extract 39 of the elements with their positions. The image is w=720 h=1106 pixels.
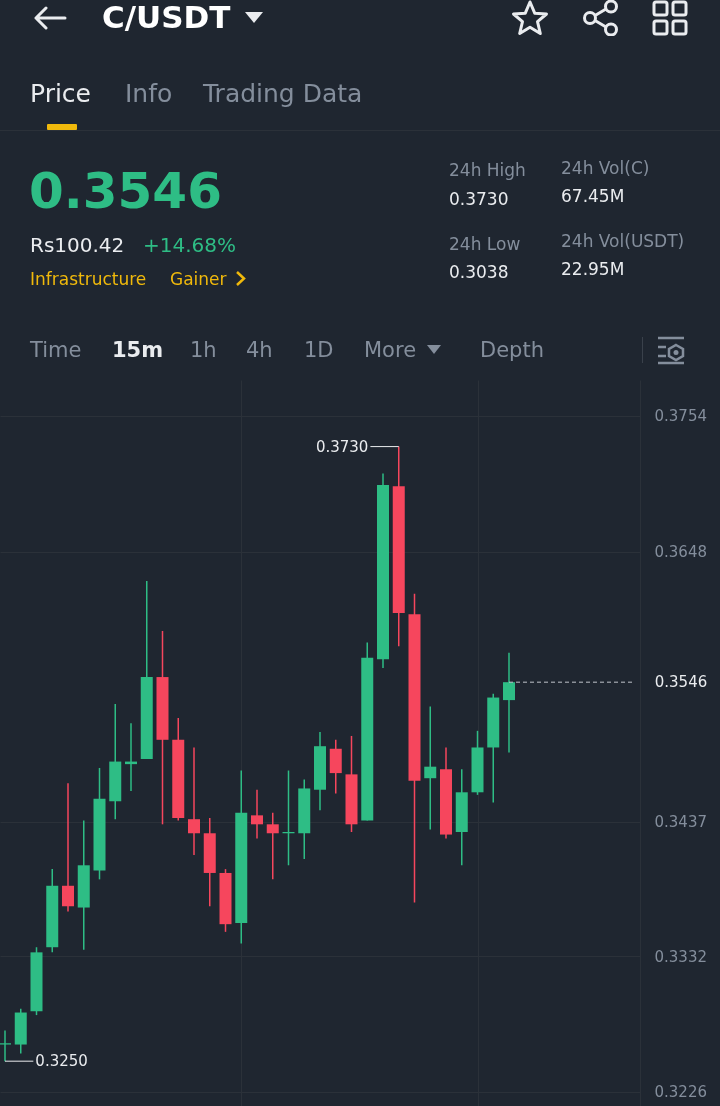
text: Info: [125, 78, 173, 108]
candlestick: [188, 746, 200, 856]
candlestick: [424, 705, 437, 831]
text: 22.95M: [561, 258, 625, 279]
annotation: 0.3250: [35, 1052, 88, 1071]
text: Time: [30, 337, 82, 362]
text: Depth: [480, 337, 544, 362]
text: 0.3730: [449, 188, 509, 209]
chart-title: C/USDT: [102, 0, 231, 35]
ref-line-label: 0.3546: [654, 673, 708, 692]
text: 67.45M: [561, 185, 625, 206]
text: 0.3546: [29, 162, 222, 220]
text: 1h: [190, 337, 217, 362]
text: 24h Low: [449, 233, 521, 254]
y-tick-label: 0.3648: [654, 543, 707, 562]
candlestick: [266, 812, 279, 881]
text: 1D: [304, 337, 334, 362]
text: Trading Data: [203, 78, 363, 108]
candlestick: [503, 651, 515, 754]
text: Infrastructure: [30, 268, 147, 289]
text: Gainer: [170, 268, 227, 289]
text: 24h High: [449, 159, 526, 180]
text: 24h Vol(USDT): [561, 230, 685, 251]
text: 15m: [112, 337, 164, 362]
text: 24h Vol(C): [561, 157, 650, 178]
candlestick: [62, 782, 74, 913]
candlestick: [0, 1029, 11, 1062]
text: More: [364, 337, 417, 362]
y-tick-label: 0.3332: [654, 947, 707, 966]
y-tick-label: 0.3226: [654, 1083, 707, 1102]
candlestick: [251, 788, 263, 840]
text: +14.68%: [143, 233, 237, 257]
text: 4h: [246, 337, 273, 362]
text: Rs100.42: [30, 233, 125, 257]
y-tick-label: 0.3437: [654, 813, 707, 832]
text: Price: [30, 78, 91, 108]
y-tick-label: 0.3754: [654, 407, 707, 426]
text: 0.3038: [449, 261, 509, 282]
annotation: 0.3730: [315, 437, 369, 456]
